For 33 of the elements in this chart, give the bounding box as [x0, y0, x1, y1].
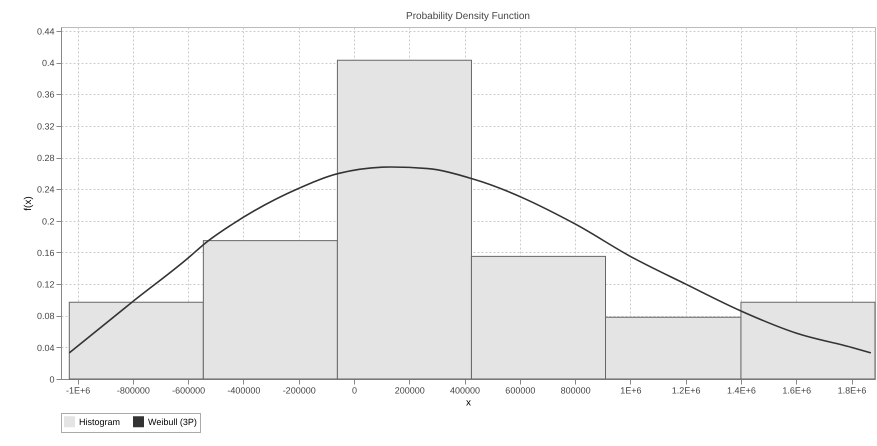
x-tick-label: 800000 [560, 386, 591, 396]
x-tick-label: 1E+6 [620, 386, 642, 396]
x-tick-label: 200000 [394, 386, 425, 396]
y-axis-title: f(x) [22, 196, 34, 211]
x-tick-label: 1.4E+6 [727, 386, 756, 396]
y-tick-label: 0.36 [36, 90, 54, 100]
x-tick-label: 600000 [505, 386, 536, 396]
x-tick-label: -400000 [227, 386, 260, 396]
x-tick-label: -600000 [172, 386, 206, 396]
legend-label: Weibull (3P) [148, 416, 197, 427]
y-tick-label: 0.08 [36, 311, 54, 322]
x-tick-label: 0 [352, 386, 357, 396]
line-series [68, 166, 872, 354]
y-tick-label: 0 [49, 374, 54, 384]
chart-title: Probability Density Function [406, 10, 530, 22]
y-tick-label: 0.32 [36, 121, 54, 132]
y-tick-label: 0.28 [36, 153, 54, 164]
legend-label: Histogram [79, 416, 120, 427]
x-axis-title: x [466, 398, 471, 408]
y-tick-label: 0.12 [36, 280, 54, 290]
x-tick-label: 1.6E+6 [782, 386, 812, 396]
y-tick-label: 0.16 [36, 248, 54, 258]
x-tick-label: 400000 [450, 386, 480, 396]
x-tick-label: -1E+6 [66, 386, 90, 396]
y-tick-label: 0.2 [42, 216, 54, 226]
y-tick-label: 0.4 [42, 58, 54, 68]
x-tick-label: 1.8E+6 [838, 386, 866, 396]
y-tick-label: 0.44 [36, 26, 54, 36]
x-tick-label: -200000 [282, 386, 316, 396]
x-tick-label: -800000 [116, 386, 150, 396]
y-tick-label: 0.24 [36, 184, 54, 195]
x-tick-label: 1.2E+6 [672, 386, 701, 396]
y-tick-label: 0.04 [36, 342, 54, 353]
